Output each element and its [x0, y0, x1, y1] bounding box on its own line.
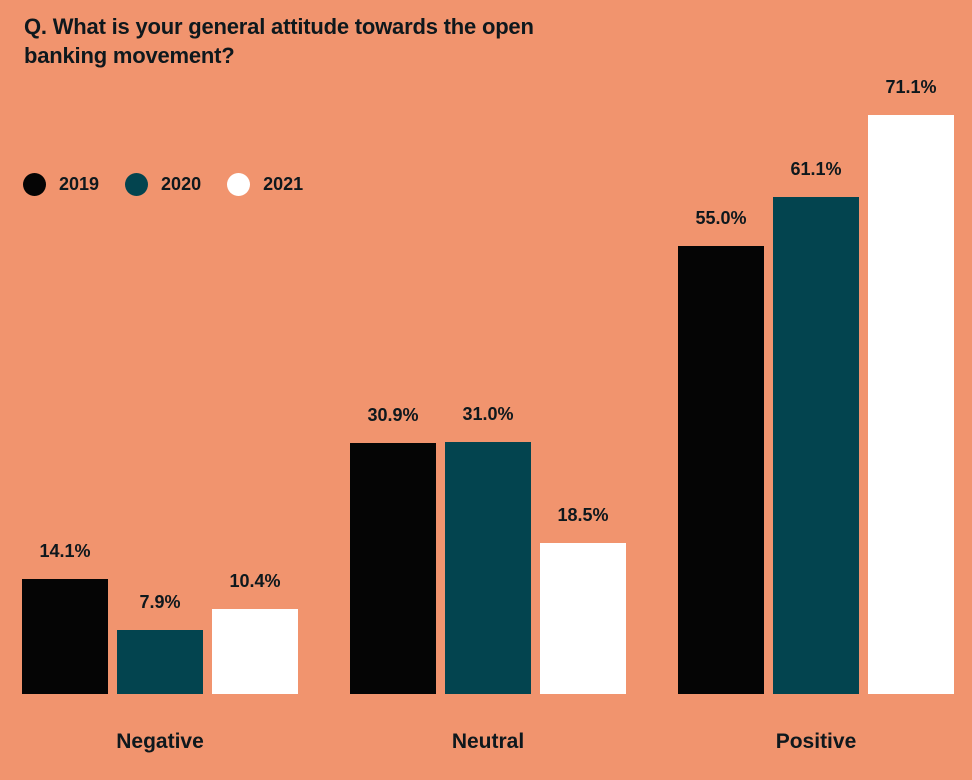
- value-label-2021-positive: 71.1%: [885, 77, 937, 98]
- category-label-neutral: Neutral: [451, 730, 525, 753]
- legend-item-2021: 2021: [227, 173, 303, 196]
- bar-wrap-2020-negative: 7.9%: [117, 591, 203, 694]
- value-label-2019-neutral: 30.9%: [367, 404, 419, 425]
- bar-2020-neutral: [445, 441, 531, 694]
- bar-group-negative: 14.1% 7.9% 10.4%: [22, 540, 298, 694]
- bar-2021-negative: [212, 609, 298, 694]
- chart-legend: 2019 2020 2021: [23, 173, 303, 196]
- value-label-2020-neutral: 31.0%: [462, 403, 514, 424]
- legend-swatch-2020: [125, 173, 149, 196]
- legend-item-2019: 2019: [23, 173, 99, 196]
- bar-group-neutral: 30.9% 31.0% 18.5%: [350, 403, 626, 694]
- legend-swatch-2021: [227, 173, 251, 196]
- bar-2019-positive: [678, 246, 764, 694]
- bar-2021-positive: [868, 115, 954, 694]
- bar-2021-neutral: [540, 543, 626, 694]
- chart-title-line-1: Q. What is your general attitude towards…: [24, 14, 534, 39]
- legend-label-2019: 2019: [59, 174, 100, 194]
- bar-wrap-2019-positive: 55.0%: [678, 207, 764, 694]
- bar-group-positive: 55.0% 61.1% 71.1%: [678, 76, 954, 694]
- bar-2019-negative: [22, 579, 108, 694]
- bar-wrap-2020-neutral: 31.0%: [445, 403, 531, 694]
- bar-wrap-2019-negative: 14.1%: [22, 540, 108, 694]
- bar-2020-negative: [117, 629, 203, 694]
- value-label-2019-negative: 14.1%: [39, 541, 91, 562]
- legend-label-2020: 2020: [161, 174, 202, 194]
- bar-wrap-2021-positive: 71.1%: [868, 76, 954, 694]
- bar-2019-neutral: [350, 442, 436, 694]
- bar-wrap-2020-positive: 61.1%: [773, 158, 859, 694]
- legend-swatch-2019: [23, 173, 46, 196]
- chart-title: Q. What is your general attitude towards…: [24, 12, 534, 70]
- category-label-positive: Positive: [775, 730, 857, 753]
- category-label-negative: Negative: [116, 730, 204, 753]
- bar-wrap-2021-neutral: 18.5%: [540, 504, 626, 694]
- value-label-2021-neutral: 18.5%: [557, 505, 609, 526]
- value-label-2019-positive: 55.0%: [695, 208, 747, 229]
- bar-wrap-2019-neutral: 30.9%: [350, 404, 436, 694]
- chart-plot-area: 14.1% 7.9% 10.4% Negative 30.9% 31.0% 18.5% Neu…: [22, 77, 954, 753]
- value-label-2021-negative: 10.4%: [229, 571, 281, 592]
- value-label-2020-negative: 7.9%: [139, 591, 181, 612]
- bar-wrap-2021-negative: 10.4%: [212, 570, 298, 694]
- legend-item-2020: 2020: [125, 173, 201, 196]
- legend-label-2021: 2021: [263, 174, 304, 194]
- bar-2020-positive: [773, 196, 859, 694]
- value-label-2020-positive: 61.1%: [790, 158, 842, 179]
- chart-title-line-2: banking movement?: [24, 43, 235, 68]
